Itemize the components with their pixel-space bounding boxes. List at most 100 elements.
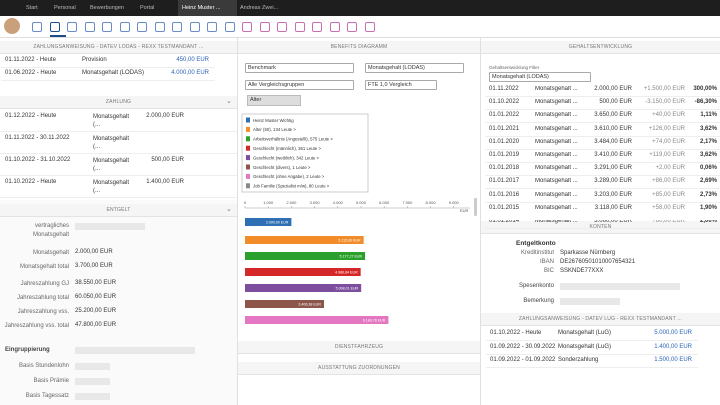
tab[interactable]: Personal [54, 5, 76, 11]
toolbar-icon[interactable] [172, 22, 182, 32]
row-change: +85,00 EUR [652, 191, 685, 198]
row-separator [485, 135, 720, 137]
row-date: 01.11.2022 - Heute [5, 57, 56, 63]
field-value: 25.200,00 EUR [75, 308, 117, 314]
tab[interactable]: Portal [140, 5, 155, 11]
row-amount: 500,00 EUR [599, 99, 632, 106]
benefits-chart: Heinz Muster Wichtig Alter (50), 134 Leut… [241, 113, 477, 324]
select[interactable]: Alle Vergleichsgruppen [245, 80, 354, 90]
collapse-icon[interactable]: ⌄ [226, 98, 232, 105]
row-date: 01.01.2018 [489, 165, 520, 172]
legend-label: Geschlecht (divers), 1 Leute > [253, 165, 311, 170]
row-amount: 3.650,00 EUR [594, 112, 632, 119]
field-label: Jahreszahlung GJ [20, 281, 69, 287]
filter-label: Gehaltsentwicklung Filter [489, 65, 540, 70]
section-header: AUSSTATTUNG ZUORDNUNGEN [238, 362, 480, 375]
row-date: 01.06.2022 - Heute [5, 70, 57, 76]
row-type: Provision [82, 57, 107, 63]
row-separator [485, 109, 720, 111]
select[interactable]: Monatsgehalt (LODAS) [489, 72, 591, 82]
row-percent: 1,11% [700, 112, 717, 119]
row-type: Monatsgehalt (... [93, 180, 130, 194]
tab[interactable]: Heinz Muster ... [178, 0, 237, 16]
row-percent: 2,73% [699, 191, 717, 198]
legend-label: Geschlecht (männlich), 361 Leute > [253, 146, 321, 151]
collapse-icon[interactable]: ⌄ [226, 206, 232, 213]
row-change: +58,00 EUR [652, 204, 685, 211]
toolbar-icon[interactable] [67, 22, 77, 32]
row-change: +119,00 EUR [649, 152, 685, 158]
toolbar-icon[interactable] [242, 22, 252, 32]
toolbar-icon[interactable] [329, 22, 340, 32]
toolbar-icon[interactable] [49, 22, 60, 32]
row-percent: 2,00% [699, 218, 717, 224]
row-separator [0, 153, 237, 154]
bar [245, 236, 364, 244]
bar-label: 5.177,27 EUR [340, 254, 363, 258]
field-label: Jahreszahlung total [16, 295, 69, 301]
toolbar-icon[interactable] [137, 22, 147, 32]
row-date: 01.09.2022 - 01.09.2022 [490, 357, 556, 363]
row-amount: 3.060,00 EUR [594, 218, 632, 224]
toolbar-icon[interactable] [312, 22, 322, 32]
filter-chip[interactable]: Alter [247, 95, 301, 106]
toolbar-icon[interactable] [294, 22, 305, 32]
row-date: 01.10.2022 - 31.10.2022 [5, 157, 71, 163]
bar [245, 284, 362, 292]
row-type: Monatsgehalt (LODAS) [82, 70, 145, 76]
row-type: Sonderzahlung [558, 357, 599, 363]
avatar[interactable] [4, 18, 20, 34]
row-date: 01.11.2022 - 30.11.2022 [5, 135, 70, 141]
compensation-panel [0, 200, 237, 405]
toolbar-icon[interactable] [224, 22, 235, 32]
toolbar-icon[interactable] [277, 22, 287, 32]
row-separator [485, 96, 720, 97]
toolbar-icon[interactable] [347, 22, 357, 32]
tab[interactable]: Start [26, 5, 38, 11]
row-date: 01.11.2022 [489, 86, 519, 92]
toolbar-icon[interactable] [84, 22, 95, 32]
row-change: -3.150,00 EUR [645, 99, 685, 106]
legend-label: Geschlecht (weiblich), 342 Leute > [253, 155, 320, 160]
toolbar-icon[interactable] [102, 22, 112, 32]
legend-swatch [246, 136, 250, 142]
tab[interactable]: Bewerbungen [90, 5, 124, 11]
x-tick-label: 4.000 [333, 200, 344, 205]
select[interactable]: Monatsgehalt (LODAS) [365, 63, 464, 73]
toolbar-icon[interactable] [207, 22, 217, 32]
row-amount: 3.291,00 EUR [594, 165, 632, 172]
toolbar-icon[interactable] [119, 22, 130, 32]
row-amount: 500,00 EUR [151, 157, 184, 163]
x-tick-label: 2.000 [286, 200, 297, 205]
divider [480, 38, 481, 405]
row-separator [486, 367, 698, 368]
toolbar-icon[interactable] [364, 22, 375, 32]
row-date: 01.01.2015 [489, 204, 520, 211]
row-amount: 3.289,00 EUR [594, 178, 632, 185]
section-header: ZAHLUNGSANWEISUNG - DATEV LUG - REXX TES… [481, 313, 720, 326]
row-separator [1, 67, 215, 68]
field-placeholder [75, 393, 110, 400]
toolbar-icon[interactable] [189, 22, 200, 32]
toolbar-icon[interactable] [259, 22, 270, 32]
field-value: DE26760501010007654321 [560, 259, 636, 265]
field-value: 3.700,00 EUR [75, 263, 113, 269]
field-value: 38.550,00 EUR [75, 280, 117, 286]
scrollbar [474, 198, 477, 216]
section-header: ZAHLUNG [0, 96, 237, 109]
toolbar-icon[interactable] [32, 22, 42, 32]
select[interactable]: Benchmark [245, 63, 354, 73]
field-placeholder [75, 363, 110, 370]
select[interactable]: FTE 1,0 Vergleich [365, 80, 437, 90]
tab[interactable]: Andreas Zwei... [240, 5, 279, 11]
row-type: Monatsgehalt (... [93, 158, 130, 172]
row-date: 01.01.2014 [489, 218, 520, 224]
row-percent: 2,69% [699, 178, 717, 185]
field-value: SSKNDE77XXX [560, 268, 604, 274]
toolbar-icon[interactable] [154, 22, 165, 32]
bar-label: 3.406,38 EUR [298, 302, 321, 306]
legend-swatch [246, 126, 250, 132]
field-label: vertragliches Monatsgehalt [32, 223, 69, 238]
row-separator [485, 201, 720, 203]
row-percent: -86,30% [694, 99, 717, 106]
